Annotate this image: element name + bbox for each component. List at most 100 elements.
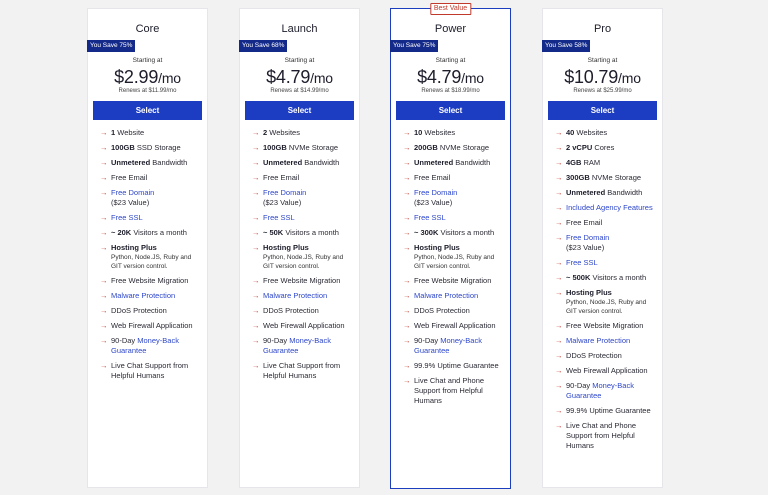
feature-item: → Free Email <box>252 173 353 183</box>
price-amount: $4.79 <box>417 67 462 87</box>
arrow-right-icon: → <box>100 128 108 137</box>
feature-item: → Live Chat Support from Helpful Humans <box>100 361 201 381</box>
arrow-right-icon: → <box>555 258 563 267</box>
feature-item: → Free Website Migration <box>403 276 504 286</box>
feature-link[interactable]: Money-Back Guarantee <box>111 336 179 355</box>
feature-item: → Free Website Migration <box>100 276 201 286</box>
feature-item: → Live Chat and Phone Support from Helpfu… <box>403 376 504 406</box>
feature-text: Bandwidth <box>150 158 188 167</box>
feature-text: Cores <box>592 143 615 152</box>
arrow-right-icon: → <box>100 213 108 222</box>
feature-text: DDoS Protection <box>263 306 319 315</box>
feature-link[interactable]: Money-Back Guarantee <box>566 381 634 400</box>
arrow-right-icon: → <box>100 173 108 182</box>
feature-list: → 40 Websites → 2 vCPU Cores → 4GB RAM → 300GB … <box>543 128 662 451</box>
feature-highlight: 100GB <box>263 143 287 152</box>
arrow-right-icon: → <box>100 291 108 300</box>
feature-highlight: Unmetered <box>566 188 606 197</box>
arrow-right-icon: → <box>555 273 563 282</box>
arrow-right-icon: → <box>100 306 108 315</box>
feature-text: 90-Day <box>263 336 290 345</box>
feature-item: → 90-Day Money-Back Guarantee <box>100 336 201 356</box>
feature-link[interactable]: Malware Protection <box>414 291 479 300</box>
plan-card-pro: Pro You Save 58% Starting at $10.79/mo R… <box>542 8 663 488</box>
feature-text: Free Website Migration <box>111 276 189 285</box>
feature-link[interactable]: Free SSL <box>566 258 598 267</box>
feature-item: → Live Chat Support from Helpful Humans <box>252 361 353 381</box>
feature-item: → DDoS Protection <box>555 351 656 361</box>
feature-text: Live Chat Support from Helpful Humans <box>111 361 189 380</box>
arrow-right-icon: → <box>252 143 260 152</box>
feature-text: Bandwidth <box>453 158 491 167</box>
price: $2.99/mo <box>88 67 207 88</box>
feature-item: → Free SSL <box>100 213 201 223</box>
arrow-right-icon: → <box>403 228 411 237</box>
select-button[interactable]: Select <box>396 101 505 120</box>
feature-link[interactable]: Free SSL <box>263 213 295 222</box>
arrow-right-icon: → <box>403 213 411 222</box>
feature-link[interactable]: Free SSL <box>414 213 446 222</box>
feature-item: → Unmetered Bandwidth <box>252 158 353 168</box>
price-amount: $2.99 <box>114 67 159 87</box>
feature-item: → Included Agency Features <box>555 203 656 213</box>
feature-link[interactable]: Money-Back Guarantee <box>414 336 482 355</box>
feature-link[interactable]: Malware Protection <box>263 291 328 300</box>
feature-highlight: 300GB <box>566 173 590 182</box>
feature-link[interactable]: Free Domain <box>111 188 155 197</box>
feature-link[interactable]: Free Domain <box>566 233 610 242</box>
feature-item: → Malware Protection <box>555 336 656 346</box>
renews-price: Renews at $11.99/mo <box>118 88 177 94</box>
arrow-right-icon: → <box>252 276 260 285</box>
feature-highlight: Unmetered <box>111 158 151 167</box>
feature-subtext: ($23 Value) <box>111 198 150 207</box>
plan-card-core: Core You Save 75% Starting at $2.99/mo R… <box>87 8 208 488</box>
feature-item: → Malware Protection <box>403 291 504 301</box>
feature-text: 90-Day <box>414 336 441 345</box>
feature-item: → Unmetered Bandwidth <box>555 188 656 198</box>
feature-link[interactable]: Malware Protection <box>111 291 176 300</box>
plan-card-launch: Launch You Save 68% Starting at $4.79/mo… <box>239 8 360 488</box>
feature-text: SSD Storage <box>134 143 181 152</box>
arrow-right-icon: → <box>555 321 563 330</box>
feature-link[interactable]: Free SSL <box>111 213 143 222</box>
starting-at-label: Starting at <box>435 57 466 64</box>
renews-price: Renews at $18.99/mo <box>421 88 480 94</box>
feature-item: → 10 Websites <box>403 128 504 138</box>
arrow-right-icon: → <box>403 336 411 345</box>
feature-item: → Malware Protection <box>252 291 353 301</box>
feature-link[interactable]: Malware Protection <box>566 336 631 345</box>
feature-link[interactable]: Free Domain <box>263 188 307 197</box>
select-button[interactable]: Select <box>548 101 657 120</box>
plan-name: Launch <box>281 23 318 35</box>
feature-item: → 4GB RAM <box>555 158 656 168</box>
price-period: /mo <box>461 70 484 86</box>
feature-text: Web Firewall Application <box>414 321 496 330</box>
feature-text: 90-Day <box>566 381 593 390</box>
feature-text: Live Chat and Phone Support from Helpful… <box>566 421 637 450</box>
feature-item: → Free Email <box>555 218 656 228</box>
feature-item: → Free Website Migration <box>555 321 656 331</box>
arrow-right-icon: → <box>555 381 563 390</box>
feature-highlight: ~ 20K <box>111 228 132 237</box>
feature-text: DDoS Protection <box>414 306 470 315</box>
feature-item: → Free Domain ($23 Value) <box>555 233 656 253</box>
feature-item: → 90-Day Money-Back Guarantee <box>403 336 504 356</box>
arrow-right-icon: → <box>100 336 108 345</box>
arrow-right-icon: → <box>555 233 563 242</box>
feature-link[interactable]: Money-Back Guarantee <box>263 336 331 355</box>
select-button[interactable]: Select <box>245 101 354 120</box>
feature-text: 99.9% Uptime Guarantee <box>566 406 651 415</box>
feature-link[interactable]: Free Domain <box>414 188 458 197</box>
arrow-right-icon: → <box>100 243 108 252</box>
feature-subtext: ($23 Value) <box>414 198 453 207</box>
feature-text: 90-Day <box>111 336 138 345</box>
arrow-right-icon: → <box>403 158 411 167</box>
feature-link[interactable]: Included Agency Features <box>566 203 653 212</box>
feature-highlight: 10 <box>414 128 423 137</box>
arrow-right-icon: → <box>555 366 563 375</box>
feature-item: → Free SSL <box>252 213 353 223</box>
feature-item: → Free Domain ($23 Value) <box>252 188 353 208</box>
feature-item: → 40 Websites <box>555 128 656 138</box>
select-button[interactable]: Select <box>93 101 202 120</box>
